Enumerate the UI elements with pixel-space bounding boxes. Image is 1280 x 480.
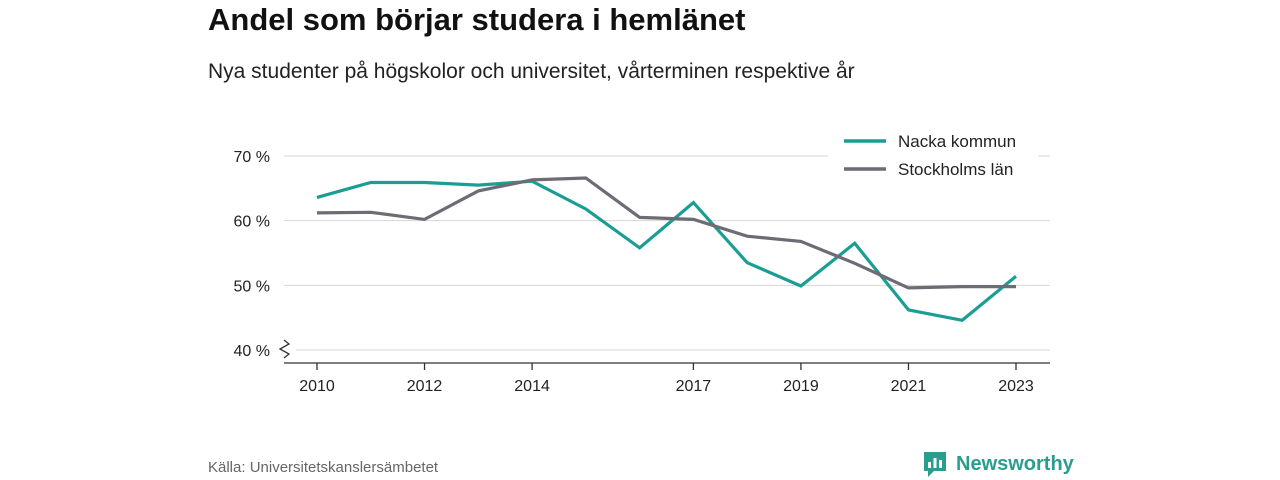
x-tick-label: 2017: [676, 378, 712, 395]
y-tick-label: 60 %: [234, 214, 270, 231]
x-axis: [278, 339, 1050, 364]
legend: Nacka kommun Stockholms län: [828, 121, 1038, 187]
x-tick-label: 2012: [407, 378, 443, 395]
legend-label: Stockholms län: [898, 160, 1013, 179]
bar-chart-icon: [924, 452, 946, 477]
x-tick-label: 2023: [998, 378, 1034, 395]
x-tick-label: 2021: [891, 378, 927, 395]
series-lines: [316, 176, 1018, 323]
legend-label: Nacka kommun: [898, 132, 1016, 151]
source-note: Källa: Universitetskanslersämbetet: [208, 459, 439, 476]
x-axis-ticks: 2010 2012 2014 2017 2019 2021 2023: [299, 363, 1034, 395]
x-tick-label: 2019: [783, 378, 819, 395]
series-line-nacka: [316, 179, 1018, 323]
series-line-stockholm: [316, 176, 1016, 290]
axis-break-icon: [278, 339, 291, 359]
chart-subtitle: Nya studenter på högskolor och universit…: [208, 60, 855, 83]
y-axis-ticks: 40 % 50 % 60 % 70 %: [234, 149, 270, 360]
brand-logo: Newsworthy: [922, 450, 1074, 478]
y-tick-label: 40 %: [234, 343, 270, 360]
y-tick-label: 70 %: [234, 149, 270, 166]
y-tick-label: 50 %: [234, 278, 270, 295]
chart-title: Andel som börjar studera i hemlänet: [208, 2, 746, 37]
x-tick-label: 2010: [299, 378, 335, 395]
x-tick-label: 2014: [514, 378, 550, 395]
legend-background: [828, 121, 1038, 187]
brand-name: Newsworthy: [956, 452, 1074, 475]
